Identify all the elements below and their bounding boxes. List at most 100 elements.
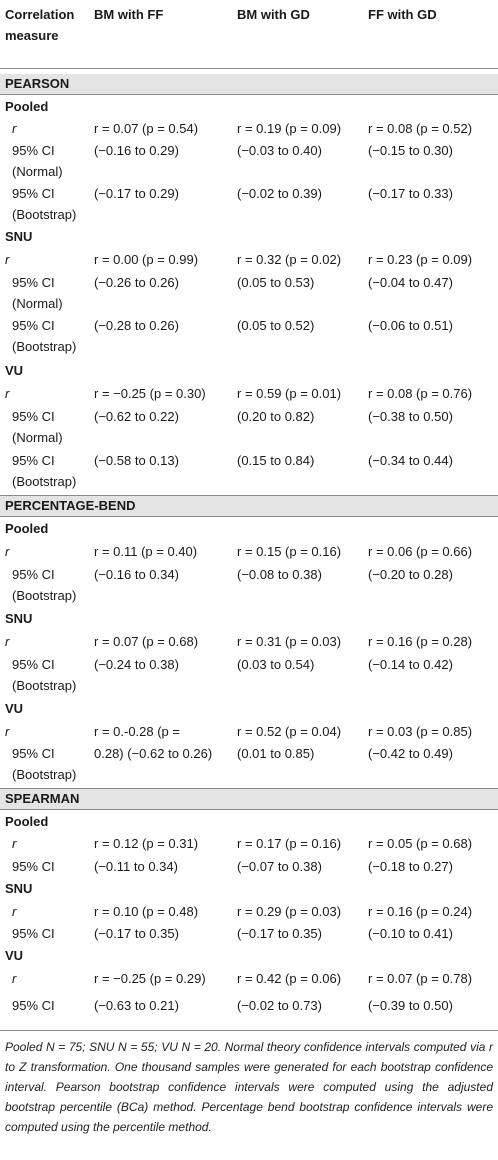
cell-bm-ff: r = 0.07 (p = 0.68) xyxy=(94,634,199,649)
cell-bm-ff: (−0.16 to 0.34) xyxy=(94,567,179,582)
row-label: 95% CI (Normal) xyxy=(12,275,63,311)
cell-bm-ff: (−0.16 to 0.29) xyxy=(94,143,179,158)
cell-bm-gd: r = 0.52 (p = 0.04) xyxy=(237,724,342,739)
group-vu: VU xyxy=(5,701,24,716)
cell-bm-gd: r = 0.19 (p = 0.09) xyxy=(237,121,342,136)
cell-bm-ff: r = −0.25 (p = 0.29) xyxy=(94,971,206,986)
row-label: r xyxy=(5,634,10,649)
cell-bm-gd: r = 0.29 (p = 0.03) xyxy=(237,904,342,919)
row-label: 95% CI (Bootstrap) xyxy=(12,453,77,489)
table-row: r r = 0.-0.28 (p = 0.28) (−0.62 to 0.26)… xyxy=(0,721,498,785)
cell-bm-ff: (−0.26 to 0.26) xyxy=(94,275,179,290)
cell-ff-gd: (−0.10 to 0.41) xyxy=(368,926,453,941)
section-spearman: SPEARMAN xyxy=(0,788,498,810)
cell-bm-ff: (−0.17 to 0.35) xyxy=(94,926,179,941)
cell-bm-ff: r = 0.00 (p = 0.99) xyxy=(94,252,199,267)
cell-ff-gd: r = 0.05 (p = 0.68) xyxy=(368,836,473,851)
cell-bm-ff: r = 0.11 (p = 0.40) xyxy=(94,544,198,559)
row-label: 95% CI xyxy=(12,926,55,941)
table-row: 95% CI (Normal) (−0.26 to 0.26) (0.05 to… xyxy=(0,272,498,314)
cell-ff-gd: (−0.34 to 0.44) xyxy=(368,453,453,468)
cell-bm-gd: (−0.02 to 0.73) xyxy=(237,998,322,1013)
cell-ff-gd: r = 0.16 (p = 0.28) xyxy=(368,634,473,649)
row-label: r xyxy=(5,386,10,401)
cell-bm-gd: (−0.07 to 0.38) xyxy=(237,859,322,874)
row-label: r xyxy=(12,836,17,851)
cell-ff-gd: r = 0.06 (p = 0.66) xyxy=(368,544,473,559)
section-pearson: PEARSON xyxy=(0,74,498,95)
header-bm-gd: BM with GD xyxy=(237,7,310,22)
table-row: r r = 0.11 (p = 0.40) r = 0.15 (p = 0.16… xyxy=(0,541,498,562)
cell-ff-gd: (−0.39 to 0.50) xyxy=(368,998,453,1013)
cell-bm-gd: r = 0.31 (p = 0.03) xyxy=(237,634,342,649)
cell-ff-gd: r = 0.03 (p = 0.85) xyxy=(368,724,473,739)
table-row: 95% CI (Bootstrap) (0.01 to 0.85) (−0.42… xyxy=(0,743,498,785)
cell-bm-gd: (0.15 to 0.84) xyxy=(237,453,315,468)
cell-ff-gd: (−0.14 to 0.42) xyxy=(368,657,453,672)
cell-bm-gd: (−0.02 to 0.39) xyxy=(237,186,322,201)
cell-ff-gd: (−0.06 to 0.51) xyxy=(368,318,453,333)
cell-bm-ff: r = −0.25 (p = 0.30) xyxy=(94,386,206,401)
row-label: 95% CI (Bootstrap) xyxy=(12,186,77,222)
cell-bm-ff: (−0.58 to 0.13) xyxy=(94,453,179,468)
row-label: 95% CI xyxy=(12,998,55,1013)
cell-bm-gd: r = 0.42 (p = 0.06) xyxy=(237,971,342,986)
group-vu: VU xyxy=(5,363,24,378)
group-snu: SNU xyxy=(5,881,33,896)
cell-ff-gd: (−0.20 to 0.28) xyxy=(368,567,453,582)
group-snu: SNU xyxy=(5,229,33,244)
cell-bm-gd: (0.20 to 0.82) xyxy=(237,409,315,424)
cell-bm-ff: r = 0.07 (p = 0.54) xyxy=(94,121,199,136)
cell-bm-ff: r = 0.-0.28 (p = 0.28) (−0.62 to 0.26) xyxy=(94,724,213,761)
table-row: r r = −0.25 (p = 0.30) r = 0.59 (p = 0.0… xyxy=(0,383,498,404)
table-row: r r = −0.25 (p = 0.29) r = 0.42 (p = 0.0… xyxy=(0,968,498,989)
cell-ff-gd: r = 0.16 (p = 0.24) xyxy=(368,904,473,919)
cell-bm-ff: (−0.28 to 0.26) xyxy=(94,318,179,333)
cell-bm-gd: r = 0.32 (p = 0.02) xyxy=(237,252,342,267)
table-row: r r = 0.10 (p = 0.48) r = 0.29 (p = 0.03… xyxy=(0,901,498,922)
table-row: 95% CI (−0.63 to 0.21) (−0.02 to 0.73) (… xyxy=(0,995,498,1016)
table-row: 95% CI (−0.17 to 0.35) (−0.17 to 0.35) (… xyxy=(0,923,498,944)
row-label: 95% CI (Bootstrap) xyxy=(12,657,77,693)
row-label: 95% CI (Bootstrap) xyxy=(12,318,77,354)
table-row: 95% CI (Bootstrap) (−0.24 to 0.38) (0.03… xyxy=(0,654,498,696)
table-header: Correlation measure BM with FF BM with G… xyxy=(0,0,498,69)
row-label: 95% CI (Normal) xyxy=(12,409,63,445)
cell-bm-ff: (−0.24 to 0.38) xyxy=(94,657,179,672)
row-label: 95% CI (Normal) xyxy=(12,143,63,179)
cell-bm-gd: r = 0.17 (p = 0.16) xyxy=(237,836,342,851)
header-correlation-measure: Correlation measure xyxy=(5,7,75,43)
row-label: r xyxy=(5,724,10,739)
group-snu: SNU xyxy=(5,611,33,626)
group-pooled: Pooled xyxy=(5,814,49,829)
footer-divider xyxy=(0,1030,498,1031)
table-row: 95% CI (Bootstrap) (−0.17 to 0.29) (−0.0… xyxy=(0,183,498,225)
row-label: r xyxy=(12,904,17,919)
table-row: 95% CI (Bootstrap) (−0.28 to 0.26) (0.05… xyxy=(0,315,498,357)
table-row: r r = 0.00 (p = 0.99) r = 0.32 (p = 0.02… xyxy=(0,249,498,270)
group-pooled: Pooled xyxy=(5,99,49,114)
cell-bm-gd: r = 0.15 (p = 0.16) xyxy=(237,544,342,559)
cell-bm-ff: r = 0.12 (p = 0.31) xyxy=(94,836,199,851)
table-row: 95% CI (Normal) (−0.62 to 0.22) (0.20 to… xyxy=(0,406,498,448)
table-row: r r = 0.07 (p = 0.54) r = 0.19 (p = 0.09… xyxy=(0,118,498,139)
cell-bm-gd: r = 0.59 (p = 0.01) xyxy=(237,386,342,401)
header-ff-gd: FF with GD xyxy=(368,7,437,22)
cell-bm-ff: (−0.62 to 0.22) xyxy=(94,409,179,424)
cell-bm-gd: (0.01 to 0.85) xyxy=(237,746,315,761)
table-footnote: Pooled N = 75; SNU N = 55; VU N = 20. No… xyxy=(5,1040,493,1134)
cell-ff-gd: (−0.18 to 0.27) xyxy=(368,859,453,874)
row-label: r xyxy=(5,252,10,267)
cell-ff-gd: r = 0.07 (p = 0.78) xyxy=(368,971,473,986)
cell-bm-gd: (−0.17 to 0.35) xyxy=(237,926,322,941)
cell-bm-gd: (0.05 to 0.52) xyxy=(237,318,315,333)
cell-bm-gd: (−0.03 to 0.40) xyxy=(237,143,322,158)
table-row: r r = 0.07 (p = 0.68) r = 0.31 (p = 0.03… xyxy=(0,631,498,652)
header-bm-ff: BM with FF xyxy=(94,7,164,22)
cell-ff-gd: r = 0.08 (p = 0.76) xyxy=(368,386,473,401)
table-row: 95% CI (Bootstrap) (−0.58 to 0.13) (0.15… xyxy=(0,450,498,492)
cell-ff-gd: (−0.17 to 0.33) xyxy=(368,186,453,201)
cell-ff-gd: r = 0.23 (p = 0.09) xyxy=(368,252,473,267)
cell-bm-gd: (0.05 to 0.53) xyxy=(237,275,315,290)
